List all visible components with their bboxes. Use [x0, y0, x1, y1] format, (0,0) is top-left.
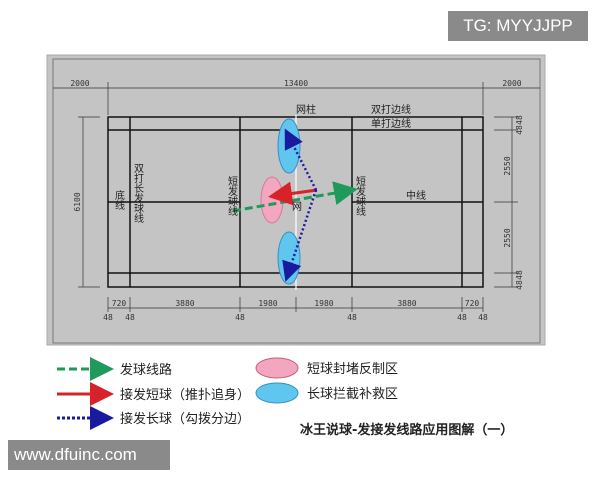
- label-doubles-sideline: 双打边线: [371, 103, 411, 116]
- dim-right-0: 48: [515, 115, 524, 125]
- dim-bottom-0: 720: [112, 299, 127, 308]
- short-zone: [260, 176, 284, 224]
- watermark-top: TG: MYYJJPP: [448, 11, 588, 41]
- dim-bottom-4: 3880: [397, 299, 416, 308]
- dim-top-left: 2000: [70, 79, 89, 88]
- dim-tick-5: 48: [478, 313, 488, 322]
- label-center-line: 中线: [406, 189, 426, 202]
- short-return-arrow: [268, 181, 318, 206]
- dim-tick-2: 48: [235, 313, 245, 322]
- dimension-lines: [53, 82, 540, 312]
- diagram-caption: 冰王说球-发接发线路应用图解（一）: [300, 422, 513, 438]
- long-return-arrow-top: [284, 128, 318, 191]
- dim-right-2: 2550: [503, 156, 512, 175]
- long-return-arrow-bottom: [282, 189, 318, 282]
- legend-long-zone-label: 长球拦截补救区: [307, 386, 398, 402]
- dim-right-4: 48: [515, 270, 524, 280]
- dim-bottom-1: 3880: [175, 299, 194, 308]
- label-short-service-line-right: 短发球线: [354, 175, 366, 216]
- long-zone-top: [277, 118, 301, 174]
- dim-tick-0: 48: [103, 313, 113, 322]
- legend-short-zone-icon: [255, 357, 299, 379]
- label-net: 网: [292, 201, 302, 213]
- dim-bottom-2: 1980: [258, 299, 277, 308]
- dim-right-1: 48: [515, 125, 524, 135]
- legend-serve-label: 发球线路: [120, 362, 172, 378]
- label-short-service-line-left: 短发球线: [226, 175, 238, 216]
- dim-bottom-5: 720: [465, 299, 480, 308]
- dim-top-right: 2000: [502, 79, 521, 88]
- legend-short-label: 接发短球（推扑追身）: [120, 387, 250, 403]
- legend-long-zone-icon: [255, 382, 299, 404]
- dim-tick-1: 48: [125, 313, 135, 322]
- long-zone-bottom: [277, 231, 301, 285]
- dim-right-5: 48: [515, 280, 524, 290]
- label-net-post: 网柱: [296, 103, 316, 116]
- watermark-bottom: www.dfuinc.com: [8, 440, 170, 470]
- dim-tick-4: 48: [457, 313, 467, 322]
- label-back-line: 底线: [113, 189, 125, 210]
- dim-left: 6100: [73, 192, 82, 211]
- label-doubles-long-service-line: 双打长发球线: [132, 163, 144, 223]
- legend-long-label: 接发长球（勾拨分边）: [120, 411, 250, 427]
- legend-short-zone-label: 短球封堵反制区: [307, 362, 398, 377]
- label-singles-sideline: 单打边线: [371, 117, 411, 130]
- dim-right-3: 2550: [503, 228, 512, 247]
- dim-tick-3: 48: [347, 313, 357, 322]
- dim-top-center: 13400: [284, 79, 308, 88]
- inner-border: [52, 58, 541, 344]
- dim-bottom-3: 1980: [314, 299, 333, 308]
